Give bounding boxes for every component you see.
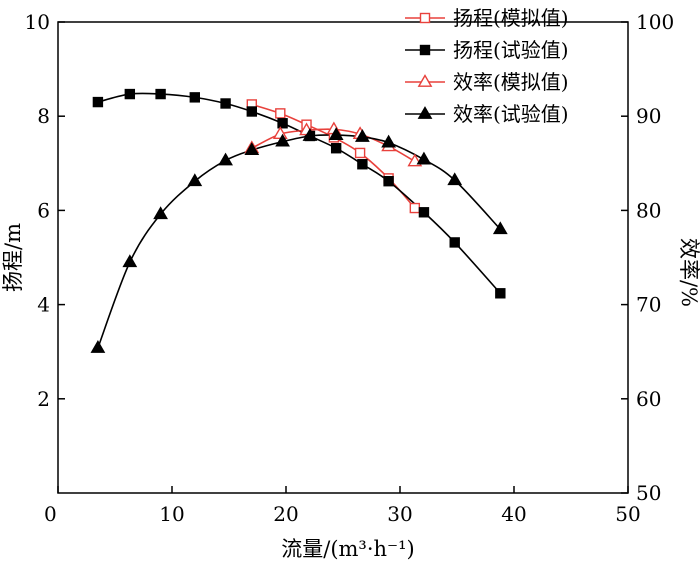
series-line-2 — [97, 92, 501, 294]
y-right-axis-title: 效率/% — [677, 238, 700, 307]
legend-marker-4 — [417, 106, 433, 119]
y-left-tick-label: 8 — [37, 104, 50, 128]
series-4-point — [328, 127, 344, 140]
series-1-point — [275, 108, 286, 119]
legend-marker-1 — [419, 12, 431, 24]
legend-marker-2 — [419, 44, 431, 56]
series-4-point — [354, 129, 370, 142]
series-2-point — [495, 288, 506, 299]
series-4-point — [447, 172, 463, 186]
series-2-point — [155, 88, 166, 100]
y-right-tick-label: 80 — [636, 198, 661, 222]
series-2-point — [220, 98, 231, 109]
y-right-tick-label: 50 — [636, 481, 661, 505]
series-4-point — [381, 134, 396, 148]
series-line-4 — [97, 134, 501, 349]
series-2-point — [383, 175, 394, 187]
series-2-point — [330, 143, 342, 154]
y-left-tick-label: 10 — [25, 10, 50, 34]
series-2-point — [357, 159, 368, 170]
series-2-point — [124, 88, 136, 100]
series-2-point — [246, 106, 258, 117]
series-2-point — [277, 118, 288, 129]
legend-label-1: 扬程(模拟值) — [453, 6, 569, 30]
x-tick-label: 50 — [615, 502, 640, 526]
y-right-tick-label: 70 — [636, 293, 661, 317]
series-4-point — [122, 254, 138, 268]
series-1-point — [409, 202, 421, 214]
series-4-point — [187, 173, 203, 187]
series-1-point — [354, 147, 366, 159]
legend-label-2: 扬程(试验值) — [453, 38, 569, 62]
x-tick-label: 10 — [159, 502, 184, 526]
series-4-point — [416, 151, 432, 165]
x-tick-label: 40 — [501, 502, 526, 526]
legend-label-4: 效率(试验值) — [453, 102, 569, 126]
series-2-point — [189, 92, 201, 103]
series-2-point — [418, 207, 430, 218]
x-axis-title: 流量/(m³·h⁻¹) — [281, 537, 415, 561]
legend-label-3: 效率(模拟值) — [453, 70, 569, 94]
y-right-tick-label: 60 — [636, 387, 661, 411]
series-4-point — [218, 152, 233, 166]
y-left-axis-title: 扬程/m — [1, 223, 25, 292]
x-tick-label: 20 — [273, 502, 298, 526]
series-4-point — [492, 221, 508, 235]
y-left-tick-label: 2 — [37, 387, 50, 411]
series-2-point — [92, 96, 104, 108]
series-4-point — [153, 206, 168, 220]
series-4-point — [275, 133, 290, 147]
series-4-point — [244, 142, 260, 156]
y-right-tick-label: 100 — [636, 10, 674, 34]
y-left-tick-label: 6 — [37, 198, 50, 222]
y-left-tick-label: 4 — [37, 293, 50, 317]
series-2-point — [449, 237, 460, 248]
y-right-tick-label: 90 — [636, 104, 661, 128]
x-tick-label: 0 — [44, 502, 57, 526]
legend-marker-3 — [417, 74, 433, 87]
x-tick-label: 30 — [387, 502, 412, 526]
series-4-point — [90, 340, 106, 353]
plot-frame — [57, 21, 629, 494]
series-4-point — [302, 128, 318, 141]
